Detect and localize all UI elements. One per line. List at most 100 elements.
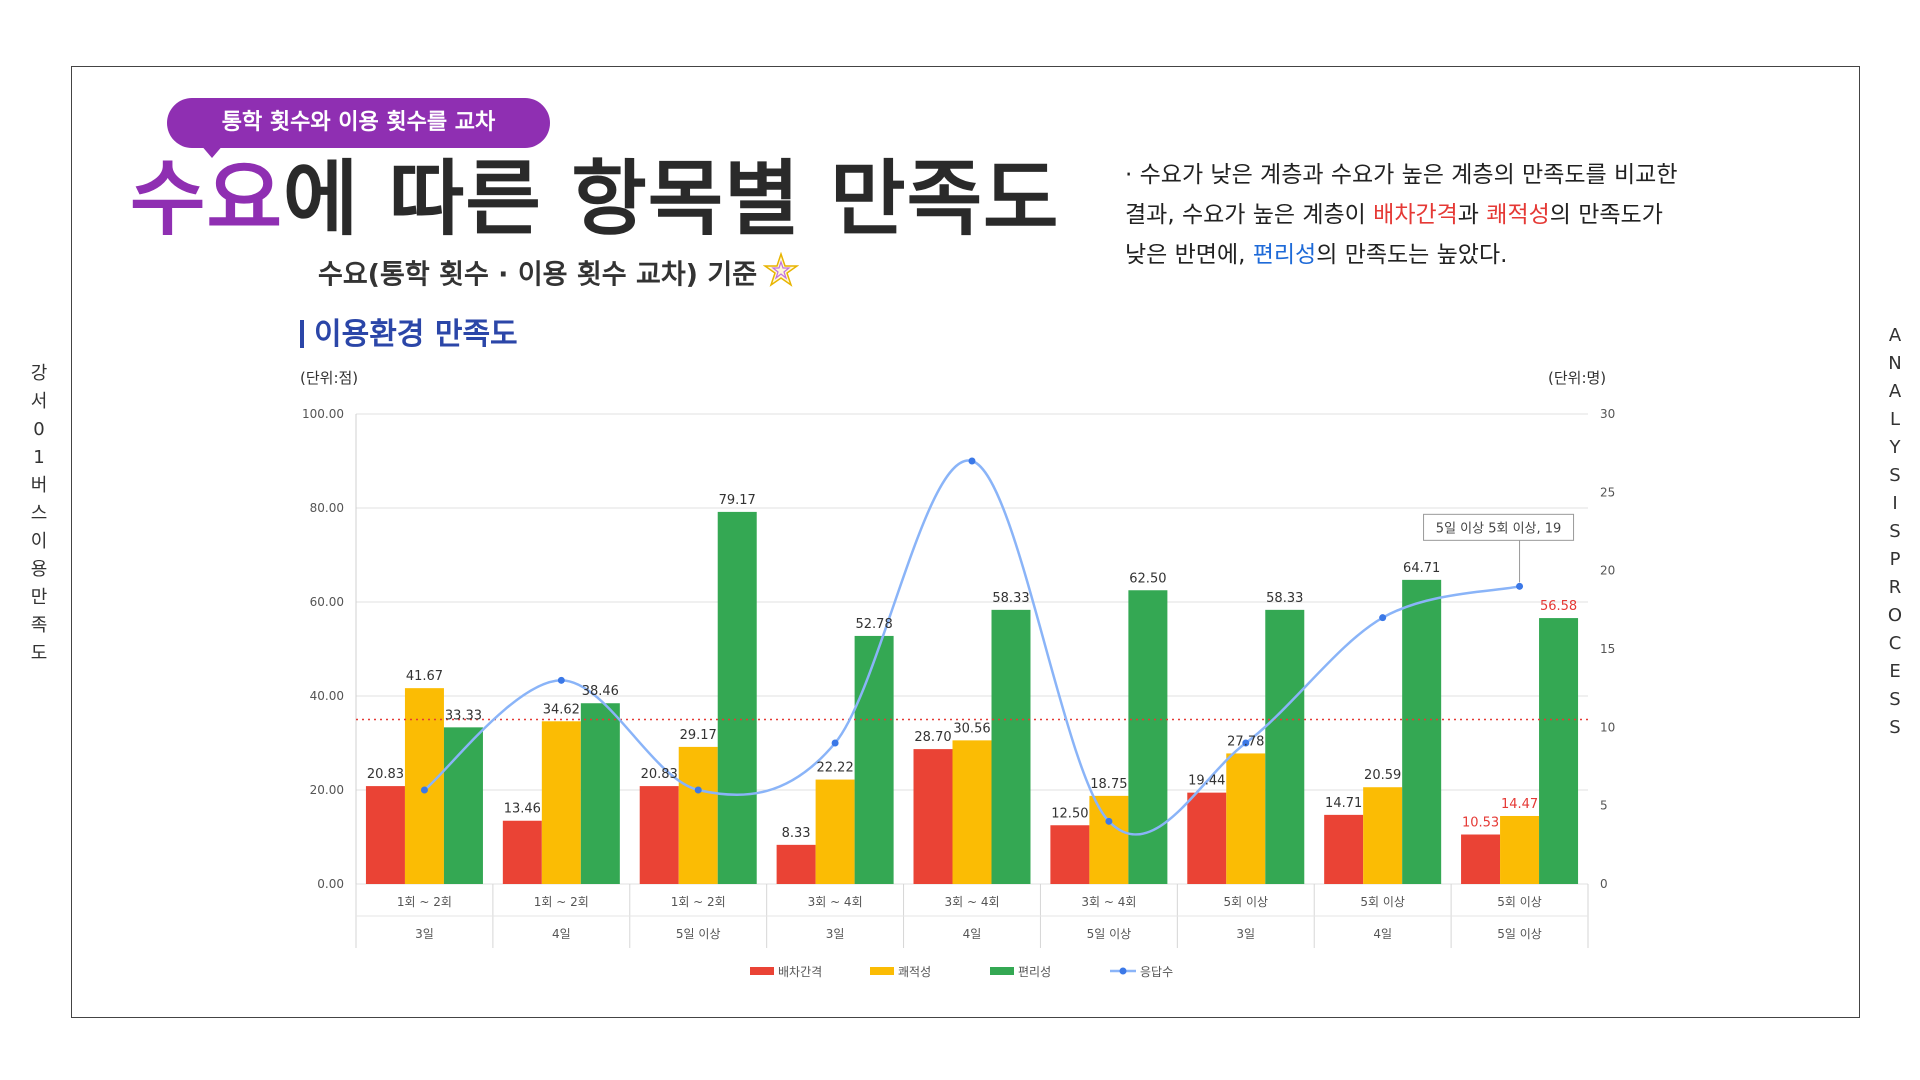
- category-label-top: 3회 ~ 4회: [1081, 895, 1136, 909]
- vertical-char: S: [1889, 689, 1901, 710]
- bar-쾌적성: [541, 721, 581, 884]
- vertical-char: Y: [1889, 437, 1901, 458]
- vertical-char: 강: [30, 363, 48, 384]
- bar-배차간격: [776, 844, 816, 884]
- data-label-배차간격: 13.46: [504, 802, 541, 817]
- data-label-쾌적성: 34.62: [543, 702, 580, 717]
- category-label-top: 5회 이상: [1497, 895, 1542, 909]
- unit-left: (단위:점): [300, 369, 359, 387]
- bar-배차간격: [1187, 792, 1227, 884]
- legend-label: 편리성: [1018, 965, 1051, 979]
- data-label-배차간격: 8.33: [782, 826, 811, 841]
- callout-text: 5일 이상 5회 이상, 19: [1436, 521, 1562, 536]
- line-point-응답수: [1516, 582, 1524, 590]
- line-point-응답수: [1105, 817, 1113, 825]
- vertical-char: C: [1888, 633, 1902, 654]
- summary-highlight-interval: 배차간격: [1373, 202, 1458, 228]
- data-label-편리성: 38.46: [582, 684, 619, 699]
- data-label-편리성: 79.17: [719, 493, 756, 508]
- section-title-text: 이용환경 만족도: [314, 317, 518, 352]
- page-title-highlight: 수요: [130, 152, 283, 247]
- summary-highlight-convenience: 편리성: [1252, 242, 1317, 268]
- bar-편리성: [443, 727, 483, 884]
- bar-쾌적성: [1089, 795, 1129, 884]
- vertical-char: 이: [30, 531, 48, 552]
- vertical-char: E: [1889, 661, 1901, 682]
- section-title: 이용환경 만족도: [300, 315, 518, 355]
- line-point-응답수: [968, 457, 976, 465]
- bar-편리성: [580, 703, 620, 884]
- line-point-응답수: [694, 786, 702, 794]
- vertical-char: S: [1889, 717, 1901, 738]
- topic-badge-tail: [200, 144, 224, 158]
- y-right-tick-label: 5: [1600, 799, 1608, 813]
- bar-편리성: [1539, 618, 1579, 884]
- bar-배차간격: [1050, 825, 1090, 884]
- category-label-bottom: 4일: [1373, 927, 1392, 941]
- data-label-배차간격: 28.70: [914, 730, 951, 745]
- vertical-char: P: [1889, 549, 1901, 570]
- vertical-char: 용: [30, 559, 48, 580]
- y-right-tick-label: 30: [1600, 407, 1615, 421]
- category-label-bottom: 3일: [415, 927, 434, 941]
- data-label-쾌적성: 27.78: [1227, 734, 1264, 749]
- category-label-top: 3회 ~ 4회: [808, 895, 863, 909]
- bar-쾌적성: [815, 779, 855, 884]
- summary-line-3-a: 낮은 반면에,: [1125, 242, 1253, 268]
- bar-쾌적성: [1226, 753, 1266, 884]
- summary-line-3-b: 의 만족도는 높았다.: [1316, 242, 1508, 268]
- data-label-편리성: 64.71: [1403, 561, 1440, 576]
- data-label-쾌적성: 20.59: [1364, 768, 1401, 783]
- line-point-응답수: [831, 739, 839, 747]
- summary-text: · 수요가 낮은 계층과 수요가 높은 계층의 만족도를 비교한 결과, 수요가…: [1125, 155, 1825, 275]
- data-label-쾌적성: 18.75: [1090, 777, 1127, 792]
- data-label-배차간격: 12.50: [1051, 806, 1088, 821]
- data-label-배차간격: 20.83: [641, 767, 678, 782]
- y-right-tick-label: 20: [1600, 564, 1615, 578]
- line-point-응답수: [1242, 739, 1250, 747]
- legend-swatch-배차간격: [750, 967, 774, 975]
- summary-highlight-comfort: 쾌적성: [1486, 202, 1550, 228]
- y-right-tick-label: 10: [1600, 720, 1615, 734]
- summary-line-2-b: 과: [1457, 202, 1487, 228]
- category-label-bottom: 4일: [963, 927, 982, 941]
- legend-label: 배차간격: [778, 965, 822, 979]
- data-label-쾌적성: 30.56: [953, 721, 990, 736]
- category-label-top: 3회 ~ 4회: [944, 895, 999, 909]
- bar-편리성: [854, 635, 894, 884]
- vertical-char: L: [1889, 409, 1901, 430]
- line-point-응답수: [420, 786, 428, 794]
- legend-swatch-쾌적성: [870, 967, 894, 975]
- vertical-char: R: [1888, 577, 1902, 598]
- y-right-tick-label: 25: [1600, 485, 1615, 499]
- y-left-tick-label: 100.00: [302, 407, 344, 421]
- vertical-char: I: [1892, 493, 1898, 514]
- summary-line-2-c: 의 만족도가: [1549, 202, 1663, 228]
- data-label-쾌적성: 29.17: [680, 728, 717, 743]
- data-label-편리성: 52.78: [856, 617, 893, 632]
- bar-편리성: [991, 609, 1031, 884]
- legend-label: 쾌적성: [898, 965, 931, 979]
- data-label-편리성: 62.50: [1129, 571, 1166, 586]
- y-left-tick-label: 40.00: [310, 689, 344, 703]
- vertical-char: 도: [30, 643, 48, 664]
- page-title: 수요에 따른 항목별 만족도: [130, 150, 1060, 250]
- line-point-응답수: [557, 676, 565, 684]
- summary-line-1: · 수요가 낮은 계층과 수요가 높은 계층의 만족도를 비교한: [1125, 162, 1678, 188]
- vertical-char: 족: [30, 615, 48, 636]
- summary-line-3: 낮은 반면에, 편리성의 만족도는 높았다.: [1125, 235, 1825, 275]
- y-left-tick-label: 80.00: [310, 501, 344, 515]
- topic-badge: 통학 횟수와 이용 횟수를 교차: [167, 98, 550, 148]
- vertical-char: 서: [30, 391, 48, 412]
- bar-배차간격: [1461, 834, 1501, 884]
- star-icon: [762, 251, 800, 300]
- category-label-top: 1회 ~ 2회: [671, 895, 726, 909]
- y-left-tick-label: 20.00: [310, 783, 344, 797]
- category-label-top: 1회 ~ 2회: [397, 895, 452, 909]
- bar-편리성: [1265, 609, 1305, 884]
- bar-쾌적성: [1363, 787, 1403, 884]
- data-label-배차간격: 10.53: [1462, 816, 1499, 831]
